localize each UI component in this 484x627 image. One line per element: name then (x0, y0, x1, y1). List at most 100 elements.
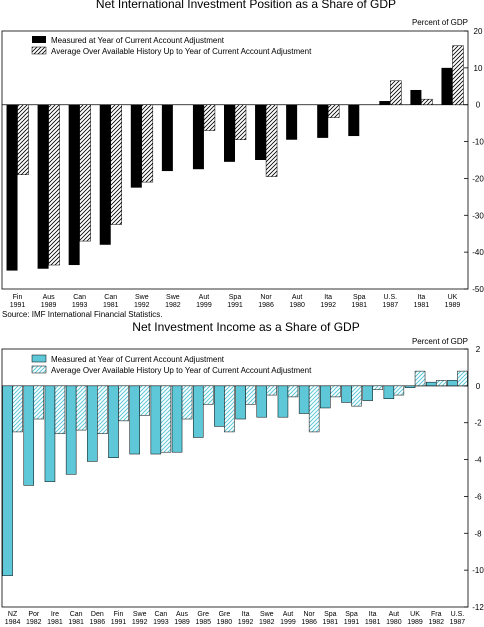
bar-measured (341, 385, 352, 403)
legend: Measured at Year of Current Account Adju… (31, 36, 312, 56)
bar-measured (108, 385, 119, 458)
plot-frame (1, 348, 469, 608)
x-axis-labels: NZ1984Por1982Ire1981Can1981Den1986Fin199… (5, 611, 465, 626)
bar-average (97, 385, 108, 435)
y-tick-label: -4 (474, 456, 482, 465)
x-tick-label-year: 1989 (174, 619, 190, 626)
x-tick-label-year: 1982 (26, 619, 42, 626)
bar-average (224, 385, 235, 433)
x-tick-label-year: 1993 (153, 619, 169, 626)
x-tick-label-country: U.S. (451, 611, 465, 618)
y-tick-label: -40 (472, 248, 484, 257)
bar-measured (447, 380, 458, 387)
y-tick-label: 0 (476, 101, 481, 110)
bar-measured (441, 67, 453, 105)
x-tick-label-country: UK (448, 294, 458, 301)
x-tick-label-year: 1980 (217, 619, 233, 626)
x-tick-label-year: 1987 (450, 619, 466, 626)
bar-average (234, 104, 247, 140)
bar-average (308, 385, 320, 433)
legend-label-measured: Measured at Year of Current Account Adju… (51, 355, 225, 364)
x-axis-labels: Fin1991Aus1989Can1993Can1981Swe1992Swe19… (10, 294, 461, 309)
x-tick-label-country: Swe (260, 611, 274, 618)
bars (2, 45, 468, 271)
x-tick-label-year: 1991 (344, 619, 360, 626)
bar-measured (171, 385, 183, 453)
legend-swatch-solid (32, 36, 46, 43)
x-tick-label-year: 1981 (351, 302, 367, 309)
x-tick-label-country: Ita (242, 611, 250, 618)
bar-measured (235, 385, 246, 420)
y-tick-label: -50 (472, 285, 484, 294)
x-tick-label-country: Ita (324, 294, 332, 301)
bar-average (79, 104, 91, 242)
bar-average (54, 385, 66, 435)
x-tick-label-country: Spa (345, 611, 358, 618)
legend-swatch-hatch (31, 365, 47, 374)
x-tick-label-country: Aut (199, 294, 210, 301)
x-tick-label-country: Nor (260, 294, 272, 301)
bar-average (414, 370, 426, 387)
y-tick-label: -2 (474, 419, 482, 428)
legend-swatch-solid (31, 354, 47, 363)
x-tick-label-year: 1981 (365, 619, 381, 626)
x-tick-label-country: Can (154, 611, 167, 618)
x-tick-label-country: Nor (303, 611, 315, 618)
x-tick-label-country: Can (70, 611, 83, 618)
bars (2, 370, 468, 576)
x-tick-label-country: Ita (369, 611, 377, 618)
x-tick-label-country: Aut (389, 611, 400, 618)
x-tick-label-year: 1992 (132, 619, 148, 626)
bar-measured (6, 104, 18, 271)
x-tick-label-year: 1980 (289, 302, 305, 309)
bar-measured (425, 381, 437, 387)
bar-measured (44, 385, 56, 482)
x-tick-label-year: 1980 (386, 619, 402, 626)
x-tick-label-country: Spa (324, 611, 337, 618)
bar-measured (192, 104, 204, 170)
x-tick-label-country: Gre (197, 611, 209, 618)
x-tick-label-year: 1982 (259, 619, 275, 626)
y-tick-label: -10 (472, 566, 484, 575)
x-tick-label-country: Swe (166, 294, 180, 301)
x-tick-label-year: 1982 (165, 302, 181, 309)
legend-label-measured: Measured at Year of Current Account Adju… (51, 36, 225, 45)
y-tick-label: -6 (474, 492, 482, 501)
y-tick-label: 10 (474, 64, 483, 73)
x-tick-label-country: Ita (418, 294, 426, 301)
x-tick-label-year: 1981 (414, 302, 430, 309)
x-tick-label-year: 1989 (445, 302, 461, 309)
x-tick-label-country: Spa (353, 294, 366, 301)
x-tick-label-year: 1981 (68, 619, 84, 626)
bar-measured (87, 385, 98, 462)
x-tick-label-country: Aus (43, 294, 56, 301)
x-tick-label-country: Can (73, 294, 86, 301)
x-tick-label-year: 1992 (320, 302, 336, 309)
y-axis-label: Percent of GDP (412, 337, 468, 346)
bar-measured (129, 385, 140, 455)
chart-panel-investment-position: Net International Investment Position as… (1, 0, 484, 319)
x-tick-label-year: 1987 (383, 302, 399, 309)
bar-average (351, 385, 362, 407)
x-tick-label-year: 1989 (41, 302, 57, 309)
bar-average (421, 98, 433, 105)
bar-measured (2, 385, 13, 576)
bar-measured (214, 385, 225, 427)
bar-measured (130, 104, 142, 188)
bar-average (181, 385, 193, 420)
y-tick-label: -8 (474, 529, 482, 538)
bar-average (160, 385, 172, 453)
chart-title: Net International Investment Position as… (96, 0, 396, 11)
bar-average (330, 385, 341, 398)
x-tick-label-year: 1981 (47, 619, 63, 626)
x-tick-label-country: Fin (114, 611, 124, 618)
x-tick-label-country: NZ (8, 611, 18, 618)
bar-average (266, 385, 278, 396)
x-tick-label-country: Fin (13, 294, 23, 301)
x-tick-label-country: Swe (133, 611, 147, 618)
plot-frame (1, 30, 469, 290)
bar-average (17, 104, 29, 175)
bar-measured (320, 385, 331, 409)
x-tick-label-country: U.S. (384, 294, 398, 301)
